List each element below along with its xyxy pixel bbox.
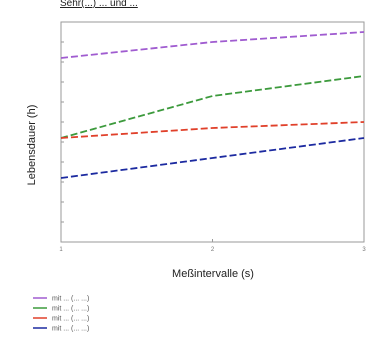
series-line-4 — [60, 137, 365, 179]
series-line-2 — [60, 75, 365, 139]
chart-title: Sehr(...) ... und ... — [60, 0, 138, 9]
y-axis-ticks — [61, 21, 64, 243]
legend-label: mit ... (... ...) — [52, 316, 89, 323]
legend-label: mit ... (... ...) — [52, 296, 89, 303]
plot-frame — [60, 21, 365, 243]
x-tick-label: 3 — [362, 247, 366, 253]
series-line-1 — [60, 31, 365, 59]
x-axis-ticks: 1 2 3 — [59, 239, 366, 253]
x-axis-label: Meßintervalle (s) — [172, 268, 254, 280]
legend-label: mit ... (... ...) — [52, 326, 89, 333]
series-line-3 — [60, 121, 365, 139]
x-tick-label: 1 — [59, 247, 63, 253]
legend: mit ... (... ...) mit ... (... ...) mit ..… — [33, 296, 89, 333]
legend-label: mit ... (... ...) — [52, 306, 89, 313]
series-lines — [60, 31, 365, 179]
y-axis-label: Lebensdauer (h) — [26, 105, 38, 186]
plot-area — [60, 21, 365, 243]
x-tick-label: 2 — [211, 247, 215, 253]
